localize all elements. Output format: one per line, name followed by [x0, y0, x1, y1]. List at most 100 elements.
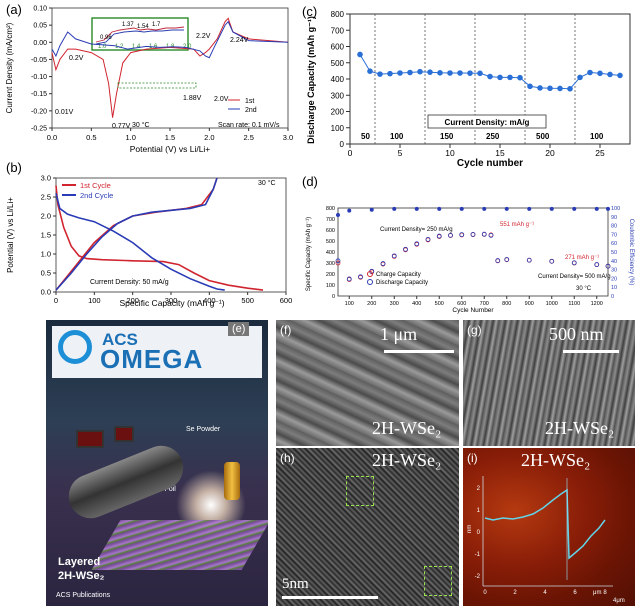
annot-0.77v: 0.77V [112, 123, 131, 130]
c-data-point [377, 71, 383, 77]
current-density-500: Current Density= 500 mA/g [538, 274, 611, 280]
d-discharge-point [481, 231, 487, 237]
d-efficiency-point [459, 206, 464, 211]
b-xtick-label: 300 [165, 296, 178, 305]
d-discharge-point [346, 276, 352, 282]
temp-b: 30 °C [258, 179, 276, 187]
afm-corner-scale: 4μm [613, 598, 625, 604]
layered-crystal-icon [91, 520, 268, 570]
afm-ytick-label: -2 [475, 574, 481, 580]
d-xtick-label: 400 [412, 301, 421, 307]
b-ytick-label: 1.0 [41, 250, 51, 259]
xlabel-b: Specific Capacity (mAh g⁻¹) [119, 298, 224, 308]
scale-bar-f [384, 350, 454, 353]
annot-0.01v: 0.01V [55, 109, 74, 116]
caption-g: 2H-WSe₂ [545, 418, 615, 438]
inset-curve-blue [95, 29, 184, 45]
a-ytick-label: 0.10 [33, 6, 47, 13]
d-y2tick-label: 30 [611, 268, 617, 274]
d-xtick-label: 100 [345, 301, 354, 307]
d-efficiency-point [482, 206, 487, 211]
b-xtick-label: 0 [54, 296, 58, 305]
xlabel-d: Cycle Number [452, 307, 494, 314]
d-discharge-point [436, 233, 442, 239]
legend-charge: Charge Capacity [376, 272, 421, 278]
c-data-point [427, 69, 433, 75]
b-xtick-label: 500 [241, 296, 254, 305]
c-xtick-label: 10 [445, 148, 455, 158]
scale-label-f: 1 μm [380, 324, 418, 344]
rate-capability-chart: (c) 0 100 200 300 400 500 600 700 800 0 5 10 15 20 25… [302, 4, 631, 169]
rate-50: 50 [361, 132, 370, 141]
afm-ytick-label: 0 [477, 530, 481, 536]
d-xtick-label: 300 [390, 301, 399, 307]
current-density-box [427, 114, 547, 129]
acs-logo-icon [58, 330, 92, 364]
b-xtick-label: 200 [126, 296, 139, 305]
d-xtick-label: 500 [435, 301, 444, 307]
inset-annot-17: 1.7 [152, 22, 161, 28]
afm-xtick-label: 0 [483, 590, 487, 596]
panel-label-a: (a) [6, 2, 22, 17]
c-xtick-label: 0 [348, 148, 353, 158]
panel-b: (b) 0.0 0.5 1.0 1.5 2.0 2.5 3.0 0 100 200 300 400 5… [0, 160, 295, 310]
d-discharge-point [335, 258, 341, 264]
panel-e-cover: ACS OMEGA (e) Se Powder W Foil Layered 2… [46, 320, 268, 606]
a-ytick-label: 0.05 [33, 23, 47, 30]
c-data-point [467, 70, 473, 76]
d-efficiency-point [594, 206, 599, 211]
layered-material: 2H-WSe₂ [58, 570, 105, 582]
layered-label: Layered [58, 556, 101, 568]
a-xtick-label: 0.0 [47, 133, 57, 142]
b-ytick-label: 0.5 [41, 269, 51, 278]
c-data-point [567, 85, 573, 92]
a-ytick-label: -0.20 [31, 108, 47, 115]
y2label-d: Coulombic Efficiency (%) [628, 219, 634, 286]
afm-ytick-label: -1 [475, 552, 481, 558]
a-xtick-label: 3.0 [283, 133, 293, 142]
d-ytick-label: 600 [326, 228, 335, 234]
d-efficiency-point [369, 207, 374, 212]
c-data-point [547, 85, 553, 92]
series-1st-discharge [55, 185, 264, 291]
d-efficiency-point [549, 206, 554, 211]
d-discharge-point [425, 236, 431, 242]
c-data-point [607, 71, 613, 78]
c-ytick-label: 700 [331, 26, 345, 35]
c-data-point [407, 69, 413, 76]
panel-label-d: (d) [302, 174, 318, 189]
a-xtick-label: 1.5 [165, 133, 175, 142]
series-2nd-charge [55, 177, 218, 291]
panel-label-g: (g) [467, 323, 482, 337]
panel-d: (d) 0 100 200 300 400 500 600 700 800 0 10 20 30 40 5… [300, 172, 635, 315]
c-data-point [497, 74, 503, 81]
panel-label-c: (c) [302, 4, 317, 19]
d-ytick-label: 100 [326, 283, 335, 289]
d-discharge-point [358, 274, 363, 280]
afm-ylabel: nm [467, 525, 473, 533]
d-discharge-point [504, 257, 510, 262]
series-2nd-discharge [55, 193, 225, 291]
b-ytick-label: 0.0 [41, 288, 51, 297]
a-ytick-label: -0.15 [31, 91, 47, 98]
panel-h-tem: (h) 2H-WSe₂ 5nm [276, 448, 459, 606]
series-2nd-line [51, 20, 289, 59]
c-ytick-label: 500 [331, 59, 345, 68]
c-ytick-label: 400 [331, 75, 345, 84]
d-xtick-label: 600 [457, 301, 466, 307]
furnace-display-2 [114, 426, 134, 442]
lattice-marker-1 [346, 476, 374, 506]
c-ytick-label: 0 [340, 140, 345, 149]
d-discharge-point [403, 246, 408, 252]
scale-bar-g [563, 350, 619, 353]
inset-tick-label: 1.0 [98, 44, 107, 50]
d-ytick-label: 700 [326, 217, 335, 223]
c-data-point [367, 68, 373, 74]
afm-xtick-label: 8 [603, 590, 607, 596]
legend-marker-discharge [367, 279, 373, 285]
charge-discharge-chart: (b) 0.0 0.5 1.0 1.5 2.0 2.5 3.0 0 100 200 300 400 5… [6, 160, 292, 308]
tube-furnace-icon [62, 439, 190, 525]
d-discharge-point [459, 232, 465, 238]
d-ytick-label: 0 [332, 294, 335, 300]
d-discharge-point [571, 260, 577, 266]
